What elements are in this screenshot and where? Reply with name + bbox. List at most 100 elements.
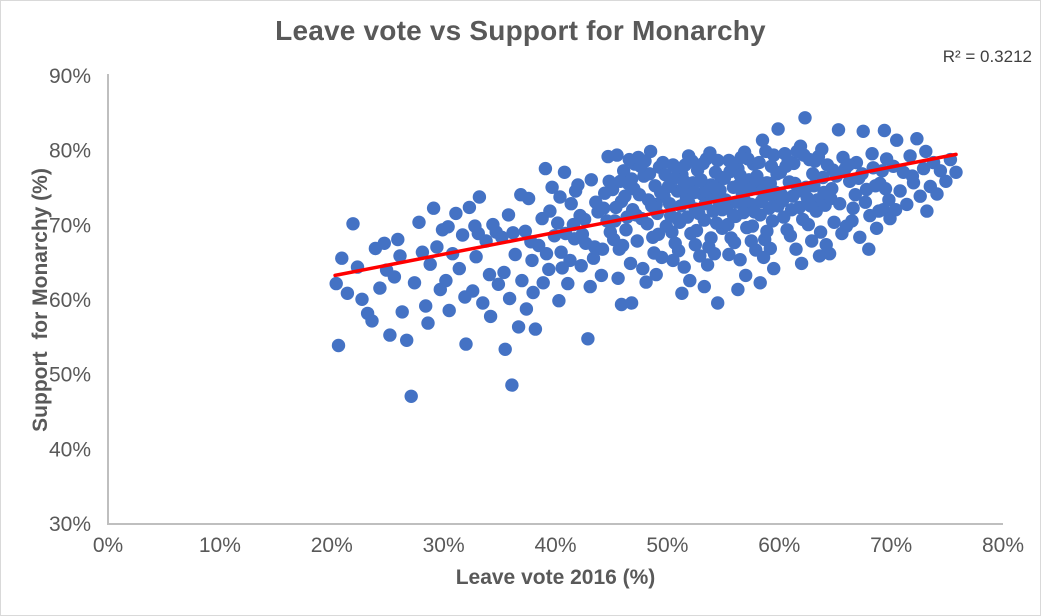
data-point: [688, 238, 702, 252]
data-point: [693, 249, 707, 263]
data-point: [930, 187, 944, 201]
data-point: [815, 142, 829, 156]
data-point: [794, 256, 809, 271]
data-point: [511, 320, 526, 334]
data-point: [383, 328, 397, 342]
x-tick-label: 60%: [758, 534, 800, 557]
data-point: [459, 337, 473, 351]
data-point: [893, 184, 907, 198]
data-point: [373, 281, 387, 295]
data-point: [340, 286, 355, 300]
data-point: [404, 389, 418, 403]
data-point: [888, 203, 903, 217]
data-point: [638, 154, 652, 168]
data-point: [835, 226, 849, 241]
data-point: [767, 148, 781, 162]
data-point: [331, 338, 346, 353]
data-point: [618, 189, 632, 203]
data-point: [387, 270, 402, 284]
data-point: [783, 229, 798, 243]
data-point: [689, 223, 704, 238]
data-point: [545, 180, 559, 194]
y-tick-label: 30%: [49, 513, 91, 536]
data-point: [756, 250, 771, 265]
data-point: [845, 214, 859, 228]
y-tick-label: 40%: [49, 438, 91, 461]
data-point: [630, 234, 644, 248]
data-point: [482, 267, 497, 282]
data-point: [749, 172, 763, 186]
data-point: [727, 235, 742, 250]
data-point: [528, 322, 543, 336]
data-point: [801, 217, 815, 232]
data-point: [731, 282, 745, 297]
data-point: [609, 200, 623, 215]
data-point: [539, 247, 554, 261]
data-point: [675, 286, 689, 300]
data-point: [623, 256, 638, 271]
data-point: [462, 200, 477, 215]
data-point: [752, 155, 766, 170]
data-point: [707, 180, 722, 194]
data-point: [645, 199, 659, 213]
x-tick-label: 30%: [423, 534, 465, 557]
data-point: [868, 179, 883, 193]
data-point: [412, 215, 426, 229]
x-tick-label: 50%: [646, 534, 688, 557]
data-point: [561, 276, 575, 291]
data-point: [692, 206, 706, 221]
x-axis-title: Leave vote 2016 (%): [455, 566, 656, 589]
data-point: [732, 178, 746, 192]
data-point: [542, 262, 556, 277]
data-point: [596, 201, 611, 215]
data-point: [790, 144, 804, 159]
data-point: [419, 299, 433, 313]
data-point: [476, 296, 490, 310]
data-point: [812, 249, 827, 263]
data-point: [747, 205, 762, 219]
data-point: [525, 253, 539, 268]
data-point: [452, 261, 466, 276]
data-point: [856, 124, 870, 138]
data-point: [900, 197, 914, 212]
data-point: [813, 225, 828, 239]
x-tick-label: 20%: [311, 534, 353, 557]
data-point: [439, 273, 453, 288]
data-point: [501, 208, 516, 222]
data-point: [515, 273, 529, 288]
trendline: [333, 152, 958, 278]
data-point: [426, 201, 441, 215]
data-point: [933, 164, 948, 178]
x-tick-label: 70%: [870, 534, 912, 557]
data-point: [574, 259, 588, 273]
data-point: [506, 226, 520, 240]
data-point: [595, 242, 610, 256]
data-point: [827, 215, 841, 229]
r-squared-label: R² = 0.3212: [942, 47, 1032, 66]
data-point: [455, 228, 470, 242]
data-point: [763, 176, 777, 191]
data-point: [865, 147, 879, 161]
data-point: [636, 261, 650, 276]
data-point: [552, 294, 566, 308]
data-point: [711, 296, 725, 310]
data-point: [538, 161, 553, 176]
data-point: [614, 297, 629, 312]
data-point: [890, 133, 904, 147]
data-point: [939, 174, 953, 188]
data-point: [700, 258, 715, 272]
data-point: [683, 273, 697, 288]
data-point: [872, 204, 886, 218]
data-point: [767, 261, 781, 276]
data-point: [905, 169, 920, 183]
data-point: [551, 216, 565, 230]
data-point: [693, 174, 707, 188]
data-point: [583, 279, 597, 294]
data-point: [853, 230, 867, 244]
data-point: [755, 133, 770, 147]
data-point: [458, 290, 472, 304]
data-point: [377, 236, 391, 250]
data-point: [611, 271, 625, 285]
data-point: [903, 149, 917, 163]
data-point: [391, 232, 405, 247]
